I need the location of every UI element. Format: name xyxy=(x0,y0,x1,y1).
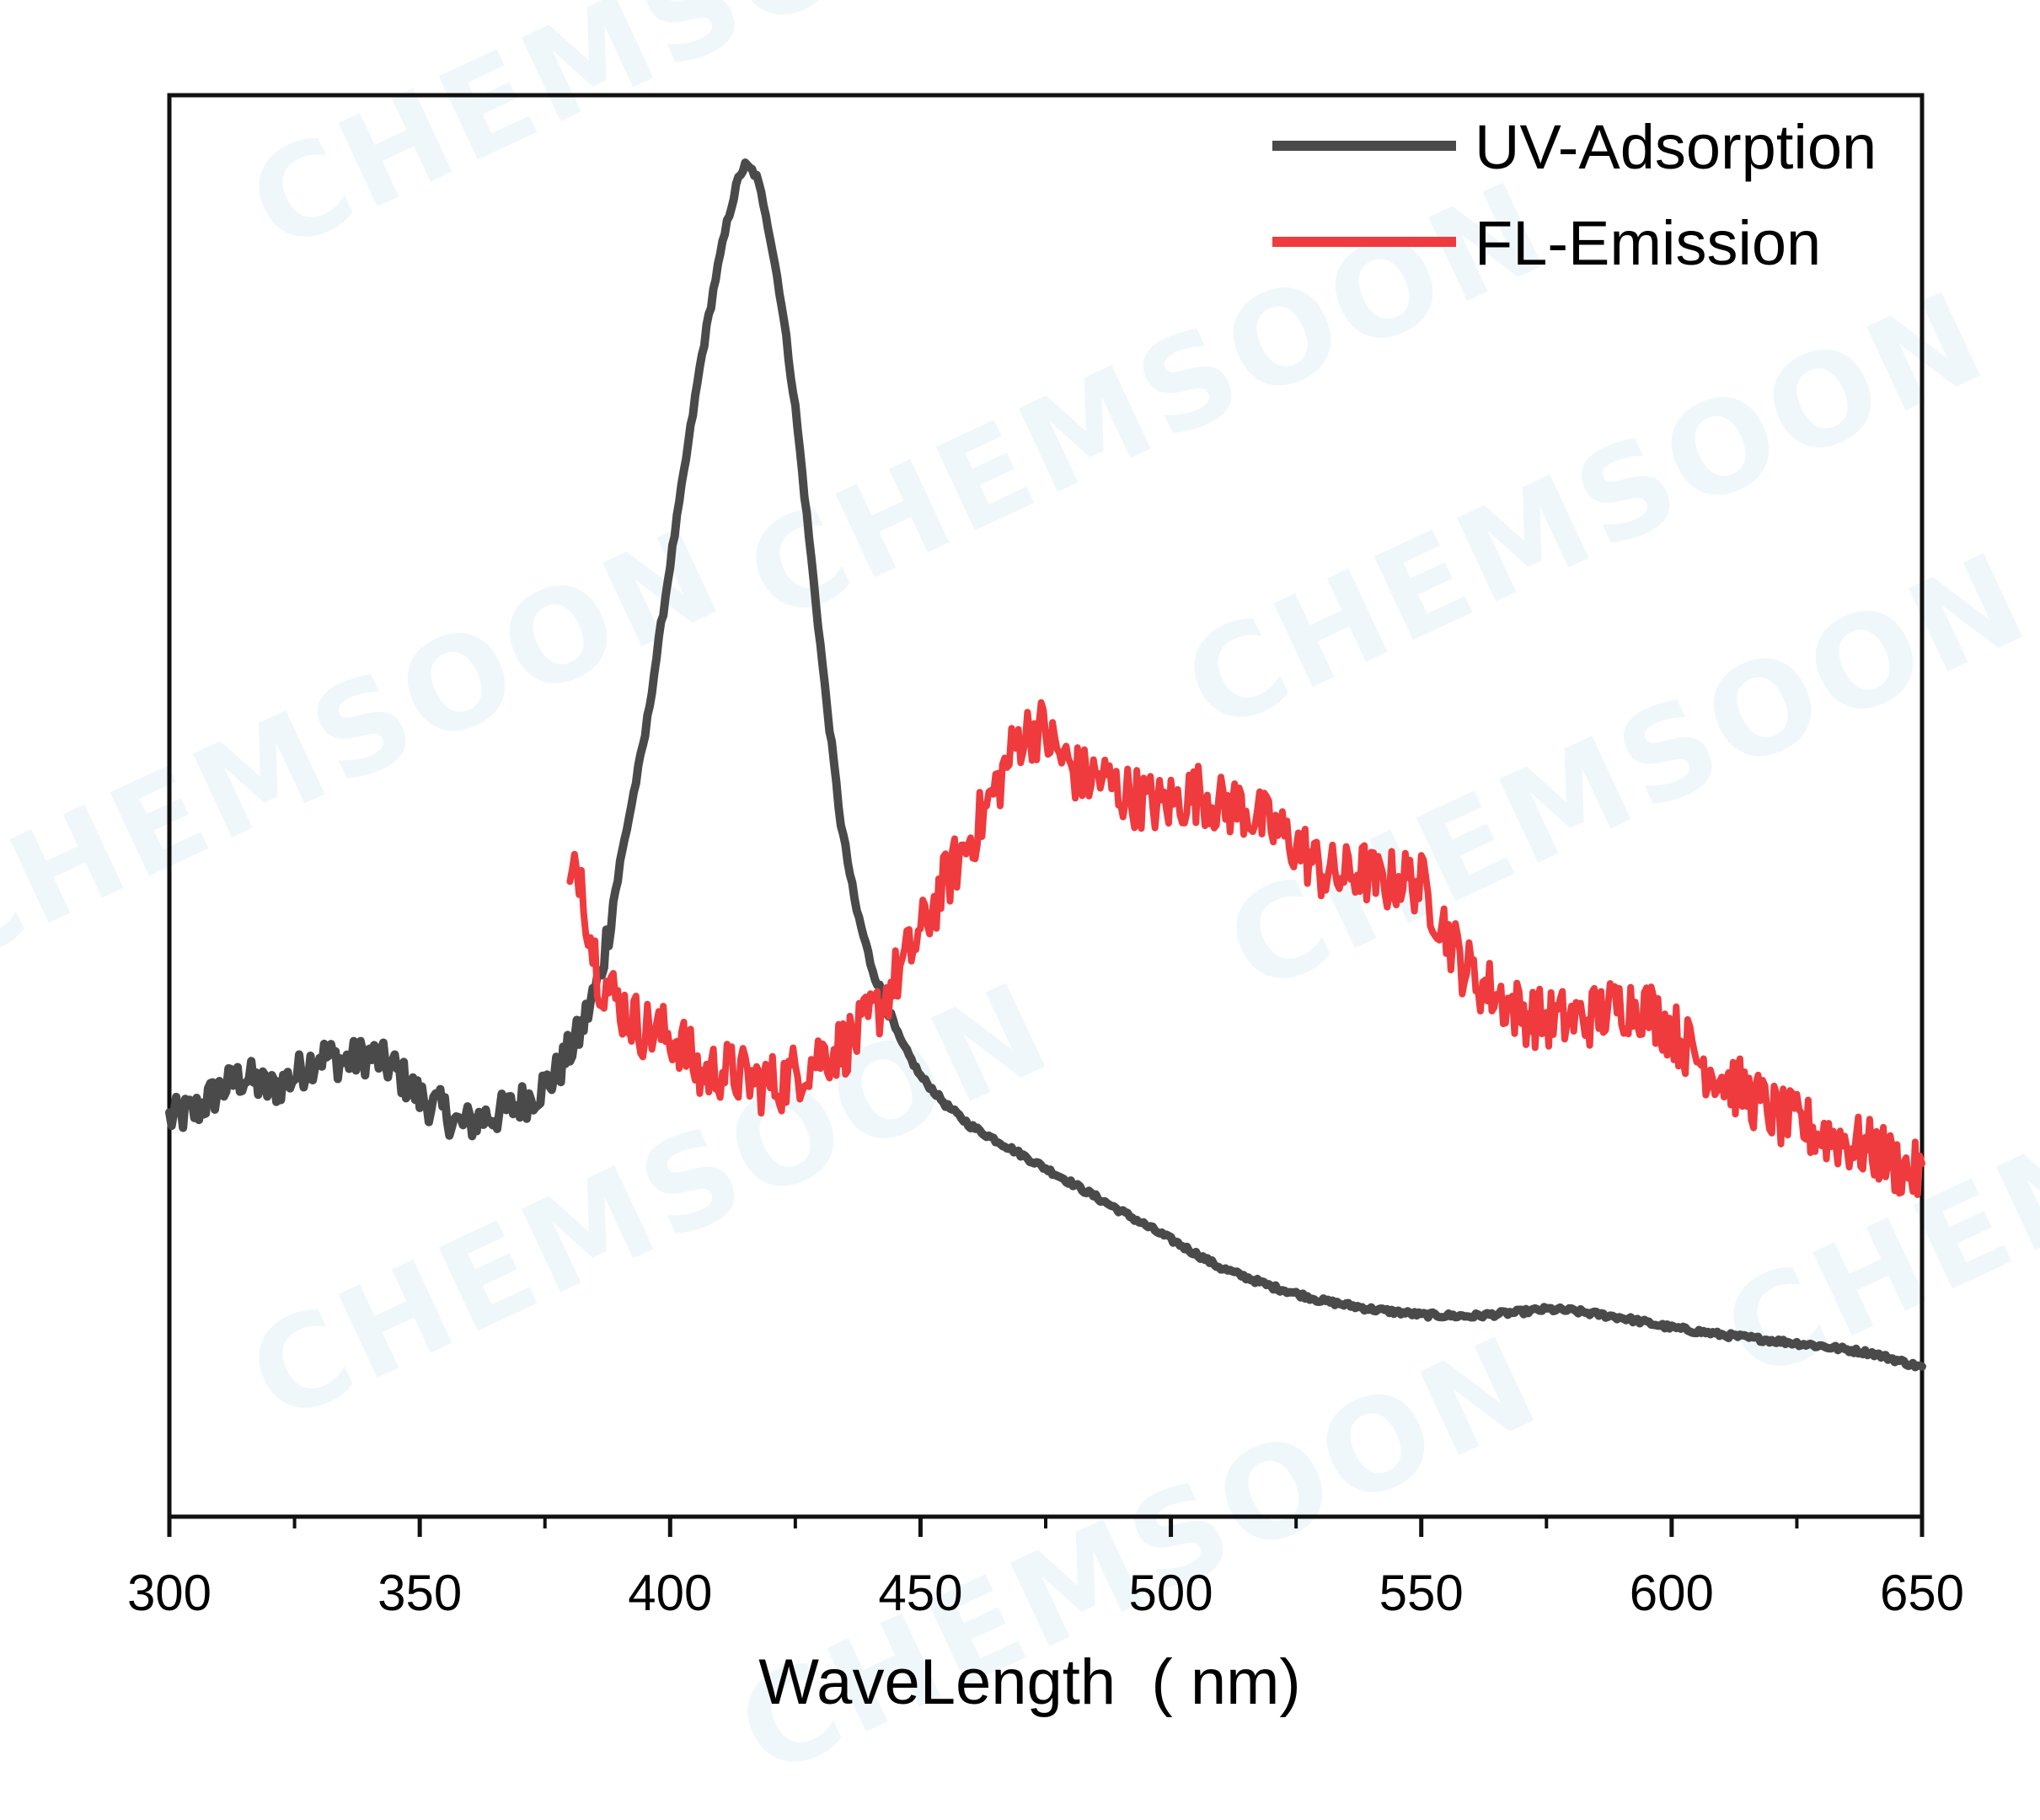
x-tick-label: 550 xyxy=(1379,1565,1464,1621)
watermark-text: CHEMSOON xyxy=(718,1308,1562,1805)
series-layer xyxy=(165,158,1926,1372)
watermark-text: CHEMSOON xyxy=(229,0,1074,281)
watermark-text: CHEMSOON xyxy=(0,499,744,996)
x-tick-label: 350 xyxy=(377,1565,462,1621)
x-axis-title: WaveLength ( nm) xyxy=(758,1646,1300,1718)
x-axis-ticks: 300 350 400 450 500 550 600 650 xyxy=(127,1517,1964,1621)
legend-label-uv-adsorption: UV-Adsorption xyxy=(1475,112,1877,182)
x-tick-label: 300 xyxy=(127,1565,211,1621)
series-line-uv-adsorption xyxy=(165,158,1926,1372)
x-tick-label: 400 xyxy=(628,1565,712,1621)
x-tick-label: 600 xyxy=(1630,1565,1714,1621)
x-tick-label: 450 xyxy=(878,1565,962,1621)
series-line-fl-emission xyxy=(566,699,1925,1198)
legend: UV-Adsorption FL-Emission xyxy=(1272,112,1877,278)
x-tick-label: 500 xyxy=(1129,1565,1213,1621)
x-tick-label: 650 xyxy=(1880,1565,1964,1621)
legend-label-fl-emission: FL-Emission xyxy=(1475,208,1821,278)
